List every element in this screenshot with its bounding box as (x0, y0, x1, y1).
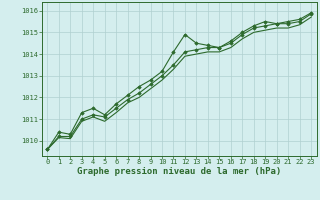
X-axis label: Graphe pression niveau de la mer (hPa): Graphe pression niveau de la mer (hPa) (77, 167, 281, 176)
